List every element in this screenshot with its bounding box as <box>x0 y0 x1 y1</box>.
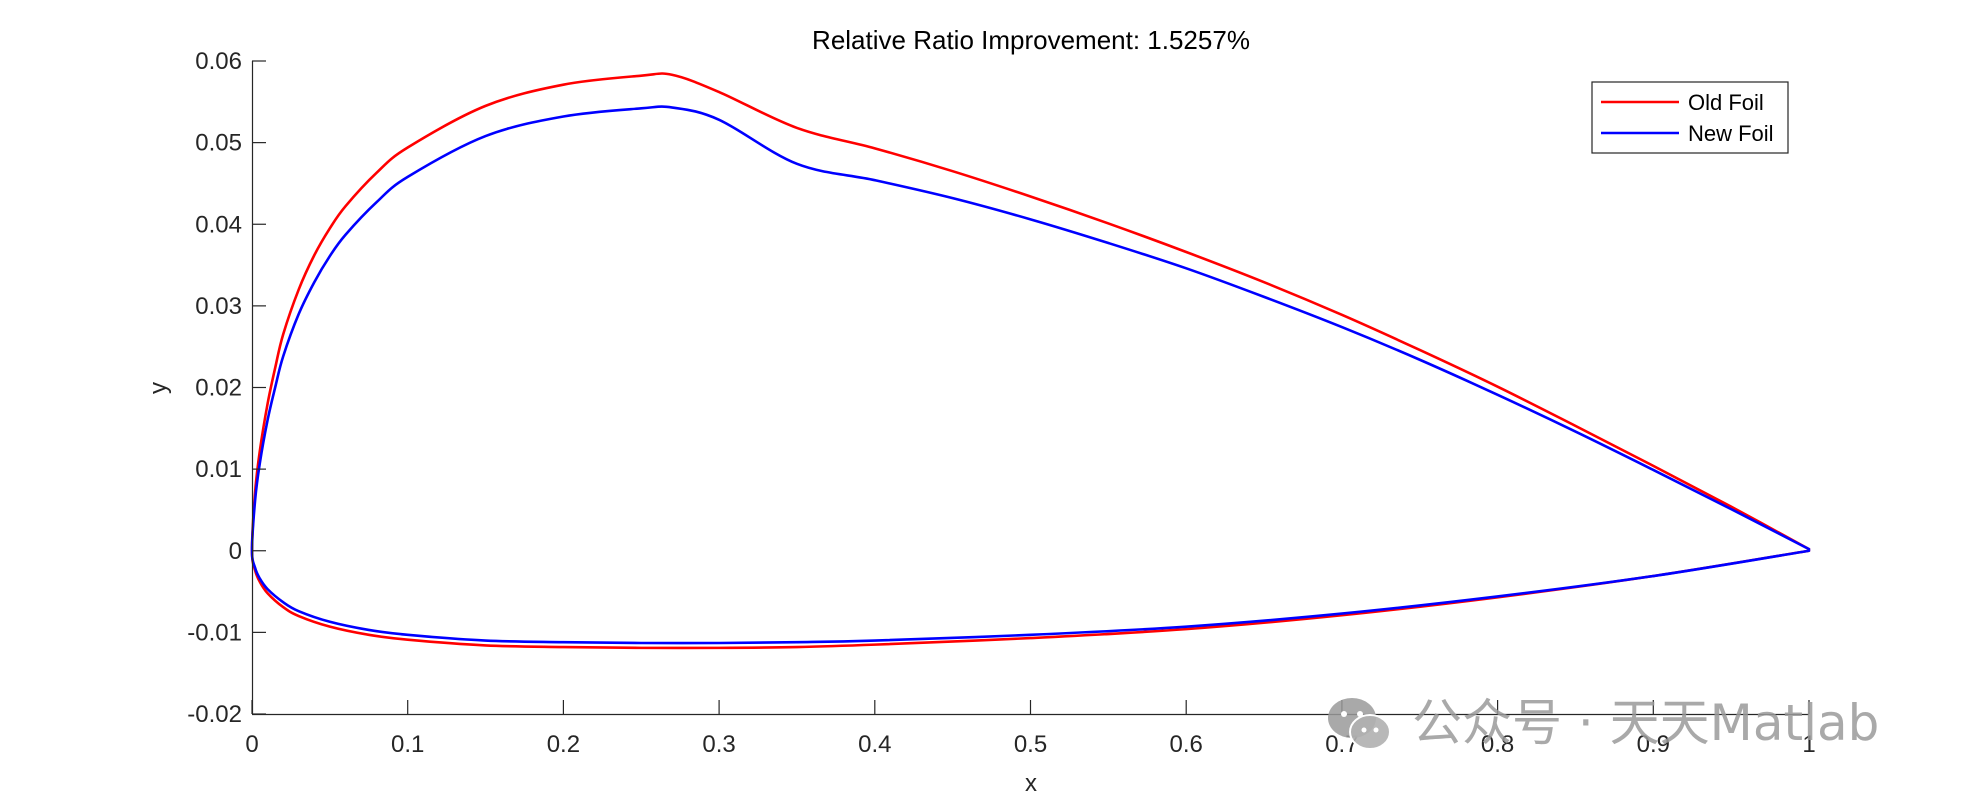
y-tick-label: 0.04 <box>195 211 242 238</box>
watermark-text: 公众号 · 天天Matlab <box>1412 694 1879 752</box>
x-tick-label: 0.4 <box>858 731 891 758</box>
y-tick-label: 0.06 <box>195 48 242 75</box>
wechat-icon <box>1328 698 1391 750</box>
x-tick-label: 0.2 <box>547 731 580 758</box>
watermark: 公众号 · 天天Matlab <box>1328 694 1879 752</box>
y-tick-label: 0 <box>229 538 242 565</box>
legend-label-old-foil: Old Foil <box>1688 90 1764 115</box>
y-tick-label: 0.03 <box>195 293 242 320</box>
x-axis-label: x <box>1025 770 1037 797</box>
x-ticks: 0 0.1 0.2 0.3 0.4 0.5 0.6 0.7 0.8 0.9 1 <box>245 700 1816 758</box>
x-tick-label: 1 <box>1802 731 1815 758</box>
x-tick-label: 0 <box>245 731 258 758</box>
chart-title: Relative Ratio Improvement: 1.5257% <box>812 25 1250 55</box>
legend: Old Foil New Foil <box>1591 81 1789 154</box>
x-tick-label: 0.9 <box>1637 731 1670 758</box>
y-tick-label: 0.02 <box>195 375 242 402</box>
series-line-old-foil <box>250 72 1811 650</box>
series-group <box>250 72 1811 650</box>
y-axis-label: y <box>145 382 172 394</box>
legend-label-new-foil: New Foil <box>1688 121 1774 146</box>
x-tick-label: 0.3 <box>702 731 735 758</box>
plot-area: 0 0.1 0.2 0.3 0.4 0.5 0.6 0.7 0.8 0.9 1 -0.02-0.01… <box>187 48 1815 758</box>
y-ticks: -0.02 -0.01 0 0.01 0.02 0.03 0.04 0.05 0.06 <box>187 48 266 728</box>
y-tick-label: 0.01 <box>195 456 242 483</box>
x-tick-label: 0.8 <box>1481 731 1514 758</box>
series-line-new-foil <box>250 105 1811 645</box>
y-tick-label: -0.02 <box>187 701 242 728</box>
y-tick-label: -0.01 <box>187 619 242 646</box>
x-tick-label: 0.1 <box>391 731 424 758</box>
y-tick-label: 0.05 <box>195 130 242 157</box>
x-tick-label: 0.5 <box>1014 731 1047 758</box>
legend-box <box>1591 81 1789 154</box>
x-tick-label: 0.6 <box>1170 731 1203 758</box>
